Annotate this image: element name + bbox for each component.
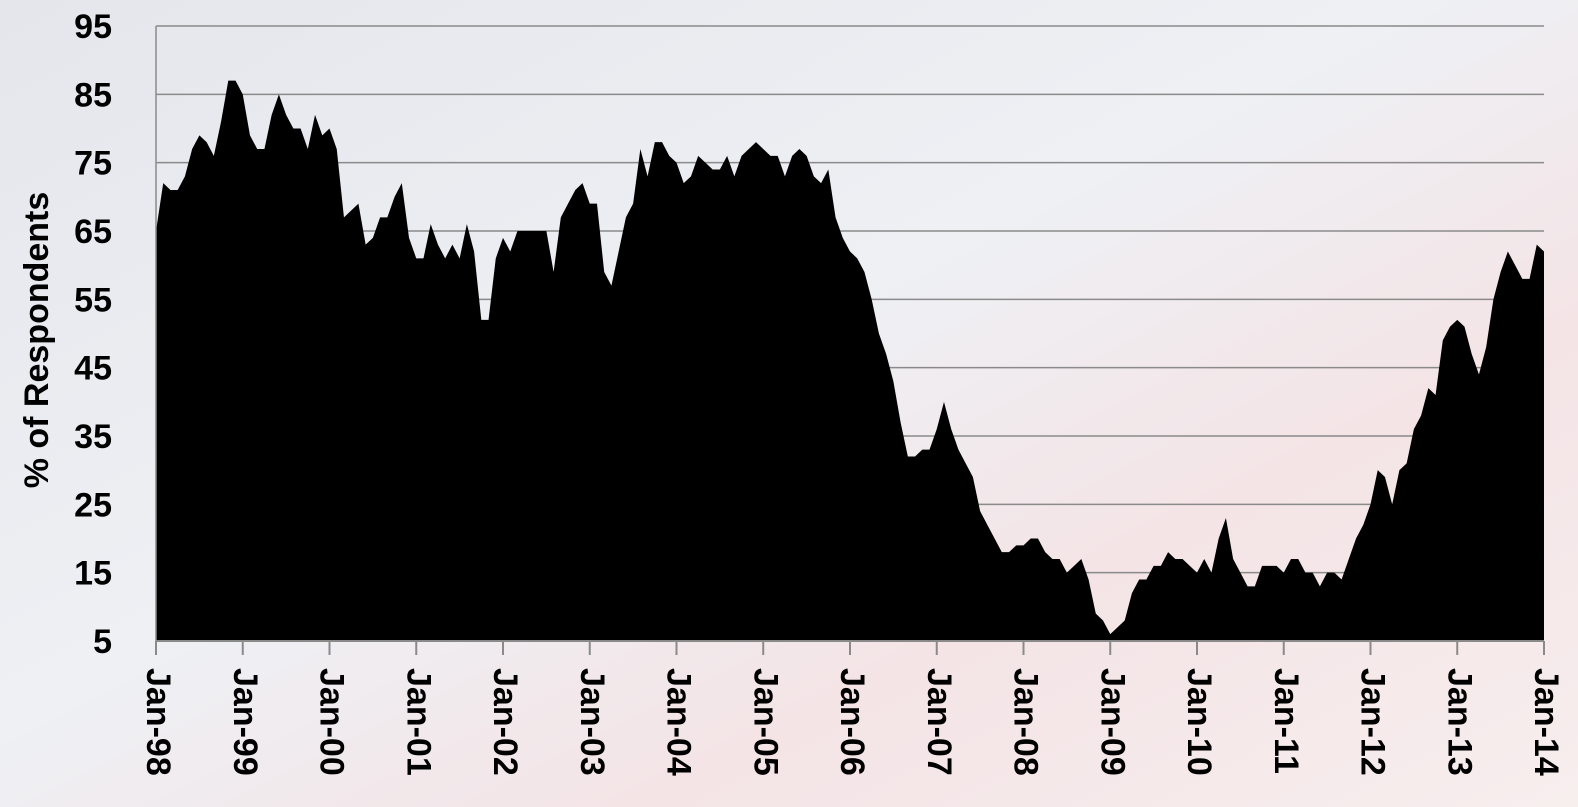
x-tick-label: Jan-13	[1440, 668, 1478, 776]
x-tick-label: Jan-07	[920, 668, 958, 776]
y-tick-label: 25	[74, 486, 112, 524]
y-tick-label: 35	[74, 418, 112, 456]
y-tick-label: 95	[74, 8, 112, 46]
x-tick-label: Jan-09	[1093, 668, 1131, 776]
y-axis-label: % of Respondents	[18, 192, 56, 489]
x-tick-label: Jan-03	[573, 668, 611, 776]
y-tick-label: 65	[74, 213, 112, 251]
x-tick-label: Jan-12	[1354, 668, 1392, 776]
x-tick-label: Jan-00	[313, 668, 351, 776]
x-tick-label: Jan-05	[746, 668, 784, 776]
x-tick-label: Jan-08	[1007, 668, 1045, 776]
area	[156, 80, 1544, 641]
x-tick-label: Jan-99	[226, 668, 264, 776]
y-tick-label: 15	[74, 555, 112, 593]
x-tick-label: Jan-14	[1527, 668, 1565, 776]
x-tick-label: Jan-06	[833, 668, 871, 776]
y-tick-label: 85	[74, 76, 112, 114]
x-tick-label: Jan-01	[399, 668, 437, 776]
y-tick-label: 5	[93, 623, 112, 661]
y-tick-label: 55	[74, 281, 112, 319]
y-tick-label: 75	[74, 145, 112, 183]
x-tick-label: Jan-98	[139, 668, 177, 776]
x-tick-label: Jan-10	[1180, 668, 1218, 776]
x-tick-label: Jan-11	[1267, 668, 1305, 774]
x-tick-label: Jan-04	[660, 668, 698, 776]
x-tick-label: Jan-02	[486, 668, 524, 776]
y-tick-label: 45	[74, 350, 112, 388]
